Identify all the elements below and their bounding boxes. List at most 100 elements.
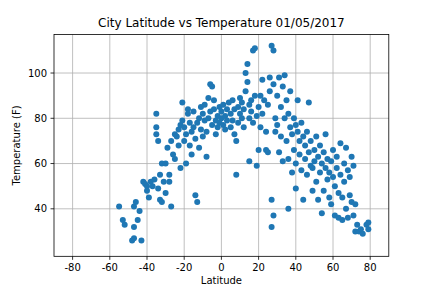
point (302, 142, 308, 148)
point (138, 237, 144, 243)
point (177, 165, 183, 171)
point (347, 192, 353, 198)
point (297, 151, 303, 157)
point (315, 154, 321, 160)
point (157, 172, 163, 178)
point (304, 172, 310, 178)
point (343, 145, 349, 151)
point (284, 138, 290, 144)
x-grid-line (72, 35, 73, 257)
point (270, 81, 276, 87)
point (343, 206, 349, 212)
point (204, 154, 210, 160)
plot-area (54, 35, 389, 257)
x-grid-line (258, 35, 259, 257)
y-tick-label: 100 (28, 68, 47, 79)
point (233, 172, 239, 178)
point (347, 174, 353, 180)
point (337, 172, 343, 178)
point (330, 174, 336, 180)
point (155, 138, 161, 144)
title: City Latitude vs Temperature 01/05/2017 (98, 16, 345, 30)
point (326, 194, 332, 200)
point (334, 165, 340, 171)
point (176, 142, 182, 148)
point (276, 149, 282, 155)
points (116, 43, 371, 244)
point (122, 222, 128, 228)
point (291, 115, 297, 121)
point (267, 88, 273, 94)
point (321, 149, 327, 155)
point (228, 124, 234, 130)
point (252, 93, 258, 99)
point (181, 138, 187, 144)
point (337, 140, 343, 146)
point (243, 88, 249, 94)
y-tick-label: 80 (34, 113, 47, 124)
point (349, 154, 355, 160)
y-tick-label: 60 (34, 158, 47, 169)
point (317, 142, 323, 148)
point (254, 113, 260, 119)
point (257, 124, 263, 130)
chart: -80-60-40-20020406080406080100City Latit… (0, 0, 432, 288)
point (200, 111, 206, 117)
point (135, 217, 141, 223)
point (159, 199, 165, 205)
point (265, 149, 271, 155)
point (231, 131, 237, 137)
point (289, 131, 295, 137)
point (341, 179, 347, 185)
point (181, 124, 187, 130)
point (179, 118, 185, 124)
point (317, 170, 323, 176)
point (265, 102, 271, 108)
x-tick (333, 256, 334, 260)
x-tick (72, 256, 73, 260)
y-grid-line (54, 73, 389, 74)
point (328, 201, 334, 207)
point (179, 99, 185, 105)
point (246, 158, 252, 164)
x-tick-label: 60 (327, 262, 340, 273)
point (278, 104, 284, 110)
x-tick-label: 40 (289, 262, 302, 273)
point (332, 183, 338, 189)
y-grid-line (54, 208, 389, 209)
x-tick-label: 80 (364, 262, 377, 273)
point (172, 156, 178, 162)
point (304, 129, 310, 135)
x-tick-label: -60 (102, 262, 118, 273)
point (230, 97, 236, 103)
point (345, 167, 351, 173)
x-tick (184, 256, 185, 260)
point (276, 75, 282, 81)
point (137, 208, 143, 214)
point (209, 84, 215, 90)
point (339, 217, 345, 223)
point (153, 111, 159, 117)
point (161, 179, 167, 185)
point (168, 138, 174, 144)
point (267, 75, 273, 81)
point (274, 122, 280, 128)
point (241, 124, 247, 130)
point (350, 213, 356, 219)
point (252, 45, 258, 51)
point (293, 185, 299, 191)
point (323, 131, 329, 137)
point (150, 183, 156, 189)
point (291, 147, 297, 153)
point (205, 95, 211, 101)
x-tick-label: 20 (252, 262, 265, 273)
point (328, 158, 334, 164)
point (360, 231, 366, 237)
point (350, 163, 356, 169)
point (298, 167, 304, 173)
point (194, 199, 200, 205)
point (259, 111, 265, 117)
point (280, 158, 286, 164)
point (151, 176, 157, 182)
point (248, 108, 254, 114)
